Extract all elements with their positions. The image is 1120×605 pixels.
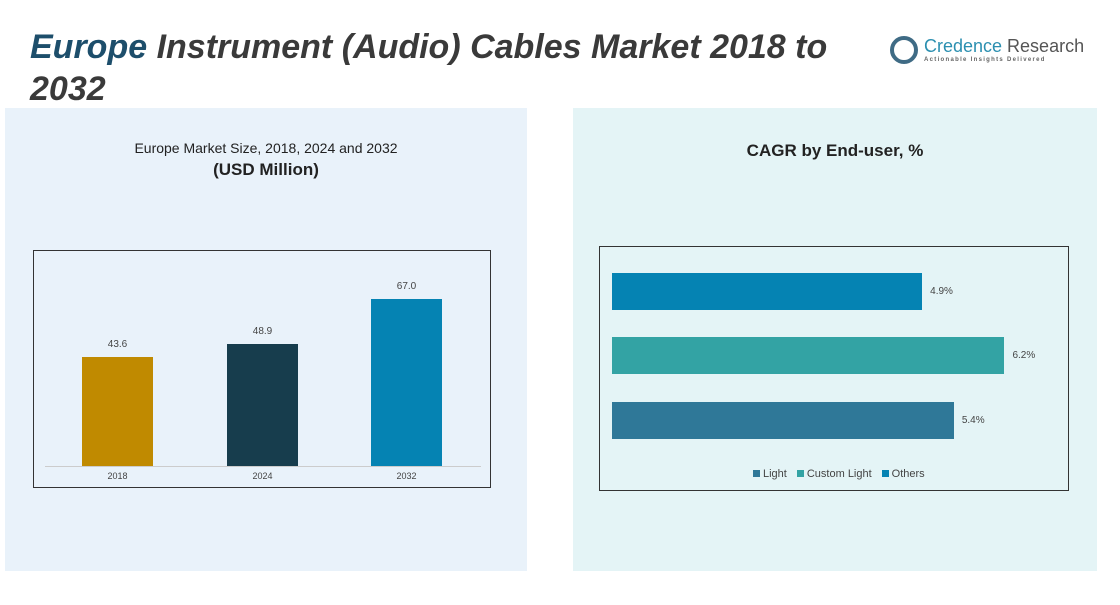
logo-name: Credence Research <box>924 36 1084 57</box>
data-label: 67.0 <box>396 280 417 292</box>
bar-custom-light <box>612 337 1005 374</box>
chart-title: Europe Market Size, 2018, 2024 and 2032 <box>134 140 398 156</box>
x-axis <box>45 466 481 467</box>
bar-light <box>612 402 954 439</box>
logo-tagline: Actionable Insights Delivered <box>924 57 1046 63</box>
x-tick-label: 2032 <box>396 471 417 481</box>
bar-2032 <box>371 298 442 466</box>
legend-label: Light <box>763 468 787 480</box>
chart-subtitle: (USD Million) <box>213 160 319 179</box>
legend-swatch <box>881 470 889 477</box>
logo-icon <box>890 36 918 64</box>
legend-swatch <box>796 470 804 477</box>
title-rest: Instrument (Audio) Cables Market 2018 to… <box>30 28 828 108</box>
x-tick-label: 2018 <box>107 471 128 481</box>
legend-swatch <box>753 470 760 477</box>
data-label: 4.9% <box>930 286 953 297</box>
legend-label: Custom Light <box>806 468 872 480</box>
legend-item: Custom Light <box>796 468 872 480</box>
logo-name-a: Credence <box>924 36 1003 56</box>
bar-2024 <box>227 343 298 466</box>
data-label: 48.9 <box>252 325 273 337</box>
data-label: 5.4% <box>961 415 985 426</box>
legend-label: Others <box>891 468 925 480</box>
market-size-panel: Europe Market Size, 2018, 2024 and 2032 … <box>5 108 527 571</box>
legend-item: Others <box>881 468 925 480</box>
x-tick-label: 2024 <box>252 471 273 481</box>
page-title: Europe Instrument (Audio) Cables Market … <box>30 26 880 110</box>
chart-frame <box>599 246 1069 491</box>
legend: Light Custom Light Others <box>753 468 925 480</box>
cagr-panel: CAGR by End-user, % 4.9% 6.2% 5.4% Light Cu… <box>573 108 1097 571</box>
chart-frame <box>33 250 491 488</box>
data-label: 6.2% <box>1012 350 1036 361</box>
logo: Credence Research Actionable Insights De… <box>890 34 1084 70</box>
title-highlight: Europe <box>30 28 148 66</box>
legend-item: Light <box>753 468 787 480</box>
chart-title: CAGR by End-user, % <box>746 141 924 160</box>
data-label: 43.6 <box>107 339 128 350</box>
logo-name-b: Research <box>1002 36 1085 56</box>
bar-others <box>612 273 923 310</box>
bar-2018 <box>82 357 153 466</box>
